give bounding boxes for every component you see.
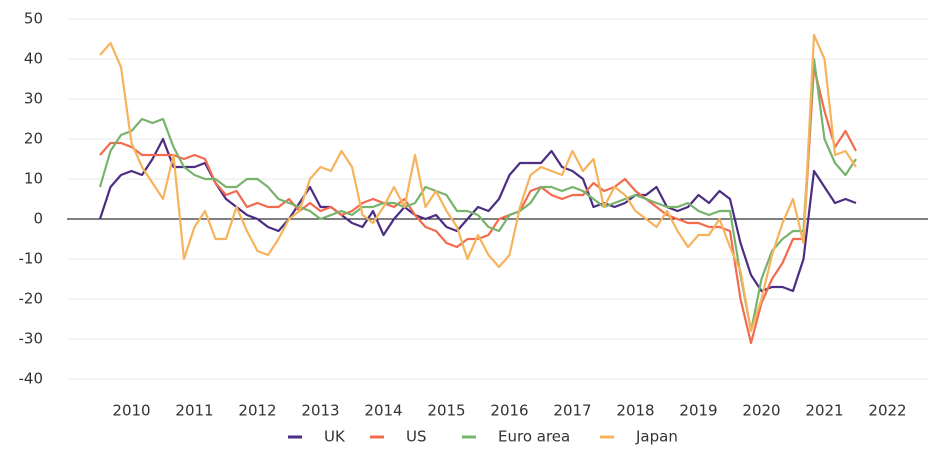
series-line: [99, 65, 857, 345]
x-tick-label: 2013: [301, 402, 339, 420]
x-tick-label: 2010: [112, 402, 150, 420]
y-tick-label: -30: [19, 330, 44, 348]
x-tick-label: 2018: [616, 402, 654, 420]
x-tick-label: 2016: [490, 402, 528, 420]
legend-label: US: [406, 428, 427, 446]
y-tick-label: -40: [19, 370, 44, 388]
x-tick-label: 2020: [742, 402, 780, 420]
x-tick-label: 2021: [805, 402, 843, 420]
legend-label: Japan: [635, 428, 678, 446]
y-tick-label: -20: [19, 290, 44, 308]
y-tick-label: 10: [24, 170, 43, 188]
y-tick-label: 0: [33, 210, 43, 228]
x-tick-label: 2019: [679, 402, 717, 420]
series-line: [98, 137, 857, 293]
x-tick-label: 2022: [868, 402, 906, 420]
x-tick-label: 2014: [364, 402, 402, 420]
y-tick-label: -10: [19, 250, 44, 268]
y-tick-label: 40: [24, 50, 43, 68]
y-tick-label: 30: [24, 90, 43, 108]
x-tick-label: 2017: [553, 402, 591, 420]
series-line: [99, 33, 857, 333]
x-tick-label: 2015: [427, 402, 465, 420]
y-tick-label: 20: [24, 130, 43, 148]
y-tick-label: 50: [24, 10, 43, 28]
legend-label: Euro area: [498, 428, 570, 446]
series-line: [98, 57, 857, 333]
legend-label: UK: [324, 428, 346, 446]
x-tick-label: 2011: [175, 402, 213, 420]
x-tick-label: 2012: [238, 402, 276, 420]
